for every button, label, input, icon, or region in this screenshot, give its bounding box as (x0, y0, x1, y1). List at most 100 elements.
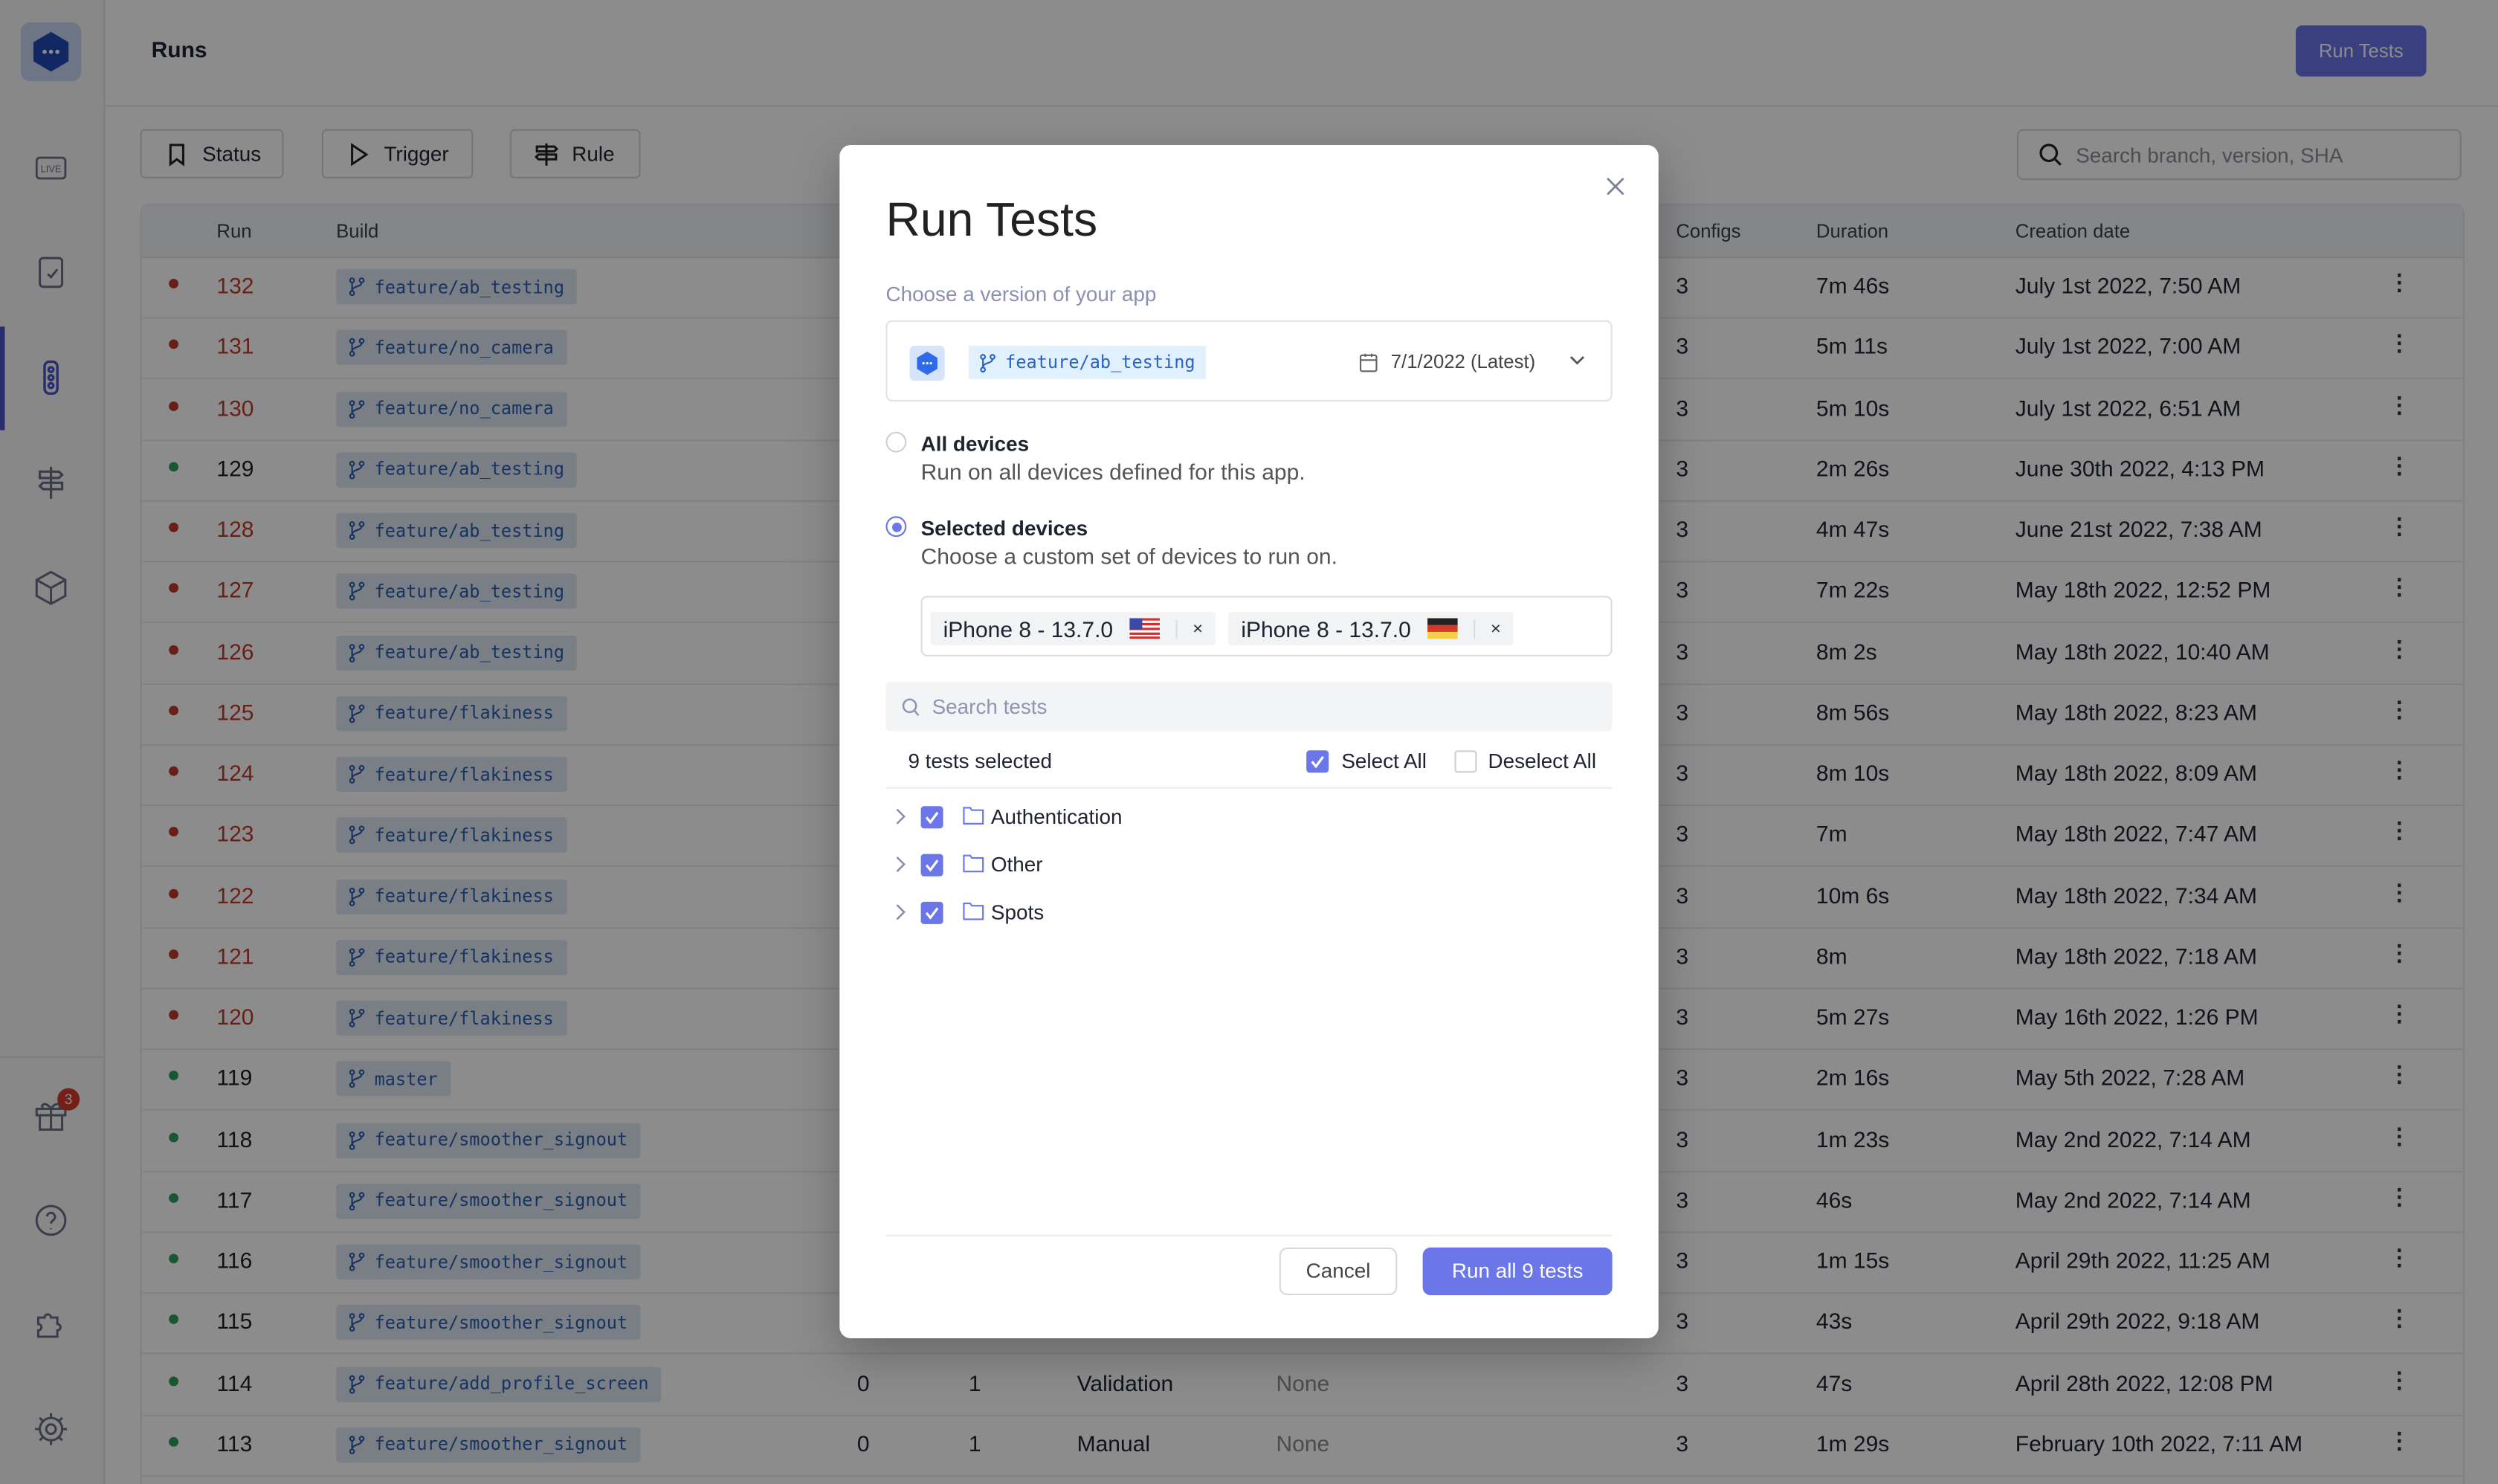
more-options-icon[interactable]: ⋮ (2388, 1305, 2411, 1332)
build-chip[interactable]: feature/flakiness (336, 757, 567, 793)
more-options-icon[interactable]: ⋮ (2388, 1427, 2411, 1454)
folder-checkbox[interactable] (920, 854, 943, 877)
live-icon[interactable]: LIVE (32, 148, 70, 186)
device-multiselect[interactable]: iPhone 8 - 13.7.0 × iPhone 8 - 13.7.0 × (920, 596, 1613, 656)
table-row[interactable]: 115 feature/smoother_signout 3 43s April … (141, 1293, 2463, 1355)
more-options-icon[interactable]: ⋮ (2388, 391, 2411, 417)
build-chip[interactable]: feature/smoother_signout (336, 1244, 641, 1280)
run-number[interactable]: 130 (216, 394, 254, 420)
run-number[interactable]: 119 (216, 1065, 253, 1091)
test-folder-row[interactable]: Other (885, 848, 1612, 883)
signpost-icon[interactable] (32, 464, 70, 502)
run-number[interactable]: 129 (216, 455, 254, 481)
status-filter-button[interactable]: Status (140, 129, 284, 179)
select-all-checkbox[interactable] (1306, 750, 1329, 773)
trigger-filter-button[interactable]: Trigger (321, 129, 474, 179)
select-all-label[interactable]: Select All (1341, 749, 1427, 773)
folder-checkbox[interactable] (920, 901, 943, 924)
run-number[interactable]: 124 (216, 760, 254, 786)
app-logo[interactable] (20, 22, 82, 82)
build-chip[interactable]: feature/ab_testing (336, 513, 578, 549)
run-number[interactable]: 128 (216, 516, 254, 542)
remove-device-icon[interactable]: × (1490, 619, 1501, 639)
checklist-icon[interactable] (32, 254, 70, 291)
run-number[interactable]: 118 (216, 1126, 253, 1152)
more-options-icon[interactable]: ⋮ (2388, 1000, 2411, 1027)
run-number[interactable]: 120 (216, 1004, 254, 1030)
build-chip[interactable]: feature/flakiness (336, 1000, 567, 1036)
build-chip[interactable]: feature/no_camera (336, 391, 567, 427)
traffic-light-icon[interactable] (32, 358, 70, 396)
more-options-icon[interactable]: ⋮ (2388, 879, 2411, 905)
gear-icon[interactable] (32, 1410, 70, 1448)
build-chip[interactable]: feature/no_camera (336, 330, 567, 366)
build-chip[interactable]: feature/ab_testing (336, 269, 578, 305)
build-chip[interactable]: feature/flakiness (336, 940, 567, 975)
build-chip[interactable]: feature/ab_testing (336, 635, 578, 671)
column-duration[interactable]: Duration (1816, 219, 1889, 242)
build-chip[interactable]: master (336, 1061, 451, 1097)
more-options-icon[interactable]: ⋮ (2388, 513, 2411, 539)
build-chip[interactable]: feature/ab_testing (336, 452, 578, 488)
gift-icon[interactable] (32, 1096, 70, 1134)
more-options-icon[interactable]: ⋮ (2388, 269, 2411, 295)
run-number[interactable]: 123 (216, 821, 254, 847)
build-chip[interactable]: feature/smoother_signout (336, 1183, 641, 1219)
build-chip[interactable]: feature/smoother_signout (336, 1305, 641, 1341)
rule-filter-button[interactable]: Rule (509, 129, 641, 179)
more-options-icon[interactable]: ⋮ (2388, 940, 2411, 966)
chevron-right-icon[interactable] (895, 807, 906, 825)
more-options-icon[interactable]: ⋮ (2388, 1366, 2411, 1393)
runs-search-input[interactable]: Search branch, version, SHA (2016, 129, 2462, 181)
build-chip[interactable]: feature/add_profile_screen (336, 1366, 662, 1402)
selected-devices-radio[interactable] (885, 516, 907, 538)
run-number[interactable]: 116 (216, 1248, 253, 1274)
run-number[interactable]: 126 (216, 638, 254, 664)
build-chip[interactable]: feature/ab_testing (336, 574, 578, 610)
run-number[interactable]: 131 (216, 333, 254, 359)
column-build[interactable]: Build (336, 219, 379, 242)
more-options-icon[interactable]: ⋮ (2388, 330, 2411, 356)
build-chip[interactable]: feature/smoother_signout (336, 1427, 641, 1463)
build-chip[interactable]: feature/flakiness (336, 879, 567, 914)
build-chip[interactable]: feature/flakiness (336, 696, 567, 732)
more-options-icon[interactable]: ⋮ (2388, 452, 2411, 478)
run-number[interactable]: 113 (216, 1430, 253, 1456)
run-number[interactable]: 125 (216, 699, 254, 725)
puzzle-icon[interactable] (32, 1305, 70, 1343)
run-number[interactable]: 122 (216, 882, 254, 908)
more-options-icon[interactable]: ⋮ (2388, 818, 2411, 844)
run-all-tests-button[interactable]: Run all 9 tests (1422, 1247, 1613, 1296)
run-number[interactable]: 132 (216, 272, 254, 298)
help-icon[interactable] (32, 1201, 70, 1239)
more-options-icon[interactable]: ⋮ (2388, 574, 2411, 600)
more-options-icon[interactable]: ⋮ (2388, 1061, 2411, 1088)
table-row[interactable]: 129 feature/ab_testing 3 2m 26s June 30th… (141, 439, 2463, 502)
more-options-icon[interactable]: ⋮ (2388, 635, 2411, 661)
version-selector[interactable]: feature/ab_testing 7/1/2022 (Latest) (885, 320, 1613, 402)
run-number[interactable]: 121 (216, 943, 254, 969)
remove-device-icon[interactable]: × (1192, 619, 1204, 639)
table-row[interactable]: 122 feature/flakiness 3 10m 6s May 18th 2… (141, 866, 2463, 929)
run-number[interactable]: 114 (216, 1370, 253, 1396)
more-options-icon[interactable]: ⋮ (2388, 1122, 2411, 1149)
search-tests-input[interactable]: Search tests (885, 682, 1613, 732)
test-folder-row[interactable]: Spots (885, 895, 1612, 930)
table-row[interactable]: 113 feature/smoother_signout 0 1 Manual N… (141, 1415, 2463, 1477)
column-creation-date[interactable]: Creation date (2015, 219, 2131, 242)
cube-icon[interactable] (32, 569, 70, 607)
all-devices-label[interactable]: All devices (920, 431, 1030, 456)
chevron-down-icon[interactable] (1569, 355, 1585, 367)
more-options-icon[interactable]: ⋮ (2388, 696, 2411, 722)
chevron-right-icon[interactable] (895, 856, 906, 874)
more-options-icon[interactable]: ⋮ (2388, 757, 2411, 783)
build-chip[interactable]: feature/flakiness (336, 818, 567, 854)
cancel-button[interactable]: Cancel (1279, 1247, 1398, 1296)
run-number[interactable]: 117 (216, 1187, 253, 1213)
table-row[interactable]: 117 feature/smoother_signout 3 46s May 2n… (141, 1171, 2463, 1233)
close-icon[interactable] (1606, 177, 1625, 196)
build-chip[interactable]: feature/smoother_signout (336, 1122, 641, 1158)
deselect-all-checkbox[interactable] (1454, 750, 1477, 773)
run-tests-button[interactable]: Run Tests (2295, 25, 2427, 77)
column-configs[interactable]: Configs (1676, 219, 1741, 242)
